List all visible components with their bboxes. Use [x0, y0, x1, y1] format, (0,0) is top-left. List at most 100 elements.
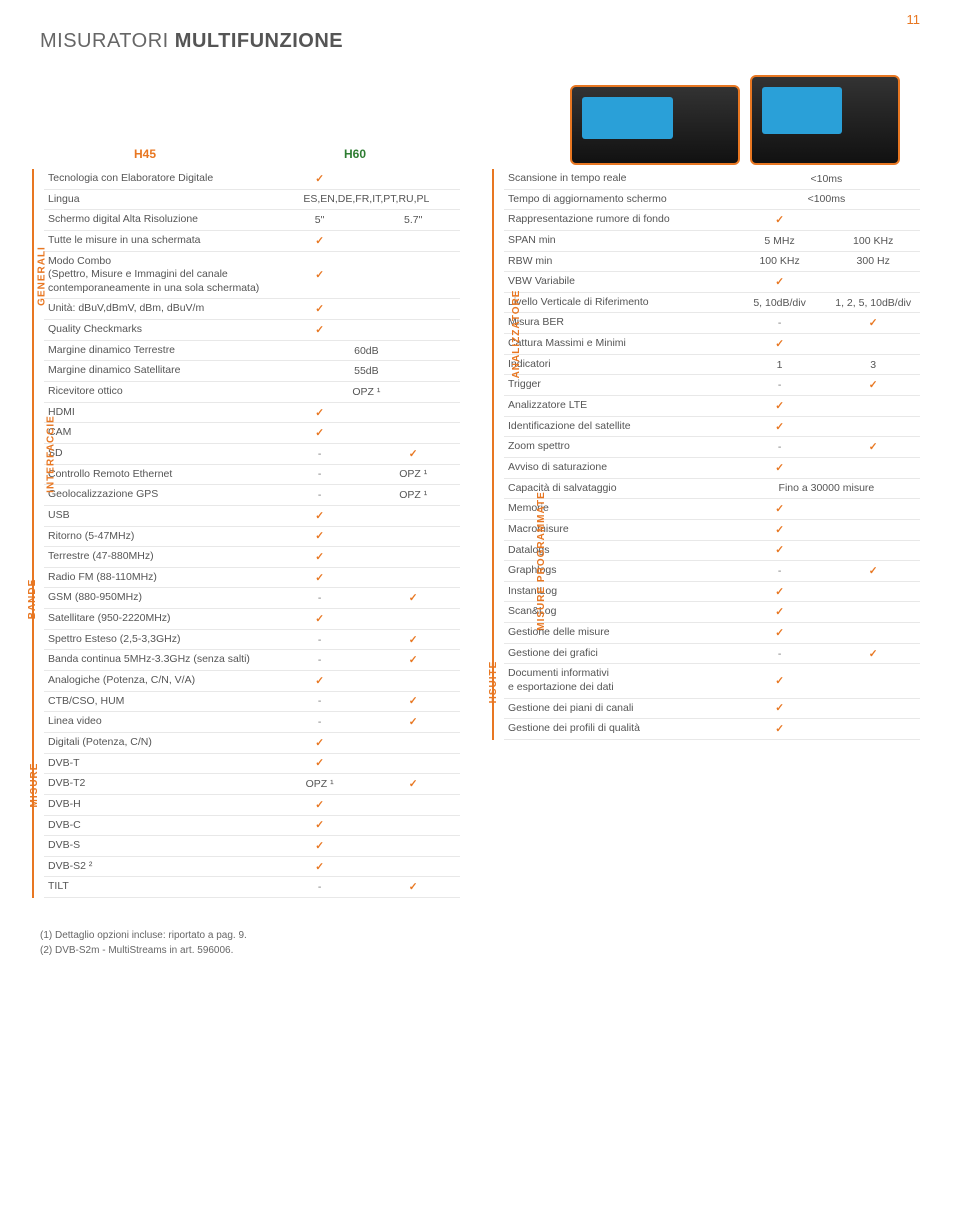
- row-value-b: [366, 732, 460, 753]
- table-row: LinguaES,EN,DE,FR,IT,PT,RU,PL: [44, 189, 460, 210]
- row-label: Banda continua 5MHz-3.3GHz (senza salti): [44, 650, 273, 671]
- row-value-b: [826, 272, 920, 293]
- tab-hsuite: HSUITE: [488, 660, 499, 703]
- table-row: Scan&Log✓: [504, 602, 920, 623]
- row-value-b: [826, 210, 920, 231]
- table-row: Gestione dei profili di qualità✓: [504, 719, 920, 740]
- row-label: Tecnologia con Elaboratore Digitale: [44, 169, 273, 189]
- row-value-a: ✓: [733, 210, 827, 231]
- row-value-b: [826, 602, 920, 623]
- table-row: SPAN min5 MHz100 KHz: [504, 230, 920, 251]
- row-value-a: 5 MHz: [733, 230, 827, 251]
- row-value-a: ✓: [273, 299, 367, 320]
- row-label: DVB-T: [44, 753, 273, 774]
- row-value-a: ✓: [733, 602, 827, 623]
- row-value-a: ✓: [273, 402, 367, 423]
- row-value-a: -: [273, 650, 367, 671]
- row-value-b: ✓: [366, 691, 460, 712]
- row-value-a: ✓: [273, 794, 367, 815]
- title-bold: MULTIFUNZIONE: [175, 30, 343, 52]
- row-label: Identificazione del satellite: [504, 416, 733, 437]
- table-row: Margine dinamico Satellitare55dB: [44, 361, 460, 382]
- row-label: Documenti informativie esportazione dei …: [504, 664, 733, 698]
- table-row: VBW Variabile✓: [504, 272, 920, 293]
- table-row: Controllo Remoto Ethernet-OPZ ¹: [44, 464, 460, 485]
- side-bar: [492, 169, 494, 499]
- row-label: USB: [44, 505, 273, 526]
- table-row: Unità: dBuV,dBmV, dBm, dBuV/m✓: [44, 299, 460, 320]
- tab-interfaccie: INTERFACCIE: [45, 415, 56, 493]
- section-misure: MISURE Analogiche (Potenza, C/N, V/A)✓CT…: [40, 671, 460, 898]
- row-label: VBW Variabile: [504, 272, 733, 293]
- row-value-b: [366, 794, 460, 815]
- row-value-a: -: [273, 877, 367, 898]
- row-value-b: [366, 815, 460, 836]
- row-value-b: [366, 671, 460, 691]
- table-row: InstantLog✓: [504, 581, 920, 602]
- row-value-b: [366, 320, 460, 341]
- row-label: TILT: [44, 877, 273, 898]
- row-value-b: [366, 505, 460, 526]
- table-row: Datalogs✓: [504, 540, 920, 561]
- row-value-a: ✓: [733, 334, 827, 355]
- footnote-2: (2) DVB-S2m - MultiStreams in art. 59600…: [40, 943, 920, 958]
- table-row: Avviso di saturazione✓: [504, 457, 920, 478]
- row-value-a: ✓: [733, 499, 827, 519]
- row-value-b: ✓: [366, 877, 460, 898]
- table-row: Zoom spettro-✓: [504, 437, 920, 458]
- row-value-b: [826, 719, 920, 740]
- model-h45: H45: [40, 143, 250, 169]
- row-label: DVB-C: [44, 815, 273, 836]
- row-value-b: ✓: [826, 437, 920, 458]
- table-row: Scansione in tempo reale<10ms: [504, 169, 920, 189]
- row-value-b: OPZ ¹: [366, 464, 460, 485]
- row-value-b: [826, 519, 920, 540]
- row-value-b: [366, 856, 460, 877]
- table-row: Margine dinamico Terrestre60dB: [44, 340, 460, 361]
- row-label: Unità: dBuV,dBmV, dBm, dBuV/m: [44, 299, 273, 320]
- row-value-a: ✓: [733, 540, 827, 561]
- row-value-a: -: [733, 643, 827, 664]
- row-value-a: -: [273, 464, 367, 485]
- row-label: GSM (880-950MHz): [44, 588, 273, 609]
- table-row: DVB-S2 ²✓: [44, 856, 460, 877]
- section-generali: GENERALI Tecnologia con Elaboratore Digi…: [40, 169, 460, 382]
- row-label: Misura BER: [504, 313, 733, 334]
- row-value-b: [366, 423, 460, 444]
- table-row: Graphlogs-✓: [504, 561, 920, 582]
- row-value-a: ✓: [733, 457, 827, 478]
- row-value-b: 100 KHz: [826, 230, 920, 251]
- row-label: Geolocalizzazione GPS: [44, 485, 273, 506]
- table-row: DVB-H✓: [44, 794, 460, 815]
- table-row: Indicatori13: [504, 354, 920, 375]
- row-value-b: ✓: [366, 588, 460, 609]
- row-label: Rappresentazione rumore di fondo: [504, 210, 733, 231]
- row-value-a: ✓: [273, 423, 367, 444]
- row-value-b: [826, 457, 920, 478]
- row-value-a: ✓: [273, 505, 367, 526]
- table-interfaccie: Ricevitore otticoOPZ ¹HDMI✓CAM✓SD-✓Contr…: [44, 382, 460, 526]
- row-label: HDMI: [44, 402, 273, 423]
- row-value-b: [826, 623, 920, 643]
- side-bar: [492, 499, 494, 623]
- row-value: Fino a 30000 misure: [733, 478, 920, 499]
- row-label: Schermo digital Alta Risoluzione: [44, 210, 273, 231]
- row-value-a: ✓: [273, 671, 367, 691]
- table-row: TILT-✓: [44, 877, 460, 898]
- table-row: Quality Checkmarks✓: [44, 320, 460, 341]
- row-value-a: ✓: [733, 664, 827, 698]
- page-number: 11: [907, 12, 921, 27]
- table-row: Rappresentazione rumore di fondo✓: [504, 210, 920, 231]
- row-value-a: ✓: [273, 567, 367, 588]
- table-row: Gestione dei grafici-✓: [504, 643, 920, 664]
- row-value-b: 300 Hz: [826, 251, 920, 272]
- row-value-b: [826, 698, 920, 719]
- row-value-a: OPZ ¹: [273, 774, 367, 795]
- row-value-a: ✓: [273, 251, 367, 299]
- row-label: Ricevitore ottico: [44, 382, 273, 402]
- table-misure: Analogiche (Potenza, C/N, V/A)✓CTB/CSO, …: [44, 671, 460, 898]
- device-h60: [750, 75, 900, 165]
- row-value-b: [366, 609, 460, 630]
- row-value: OPZ ¹: [273, 382, 460, 402]
- table-row: Satellitare (950-2220MHz)✓: [44, 609, 460, 630]
